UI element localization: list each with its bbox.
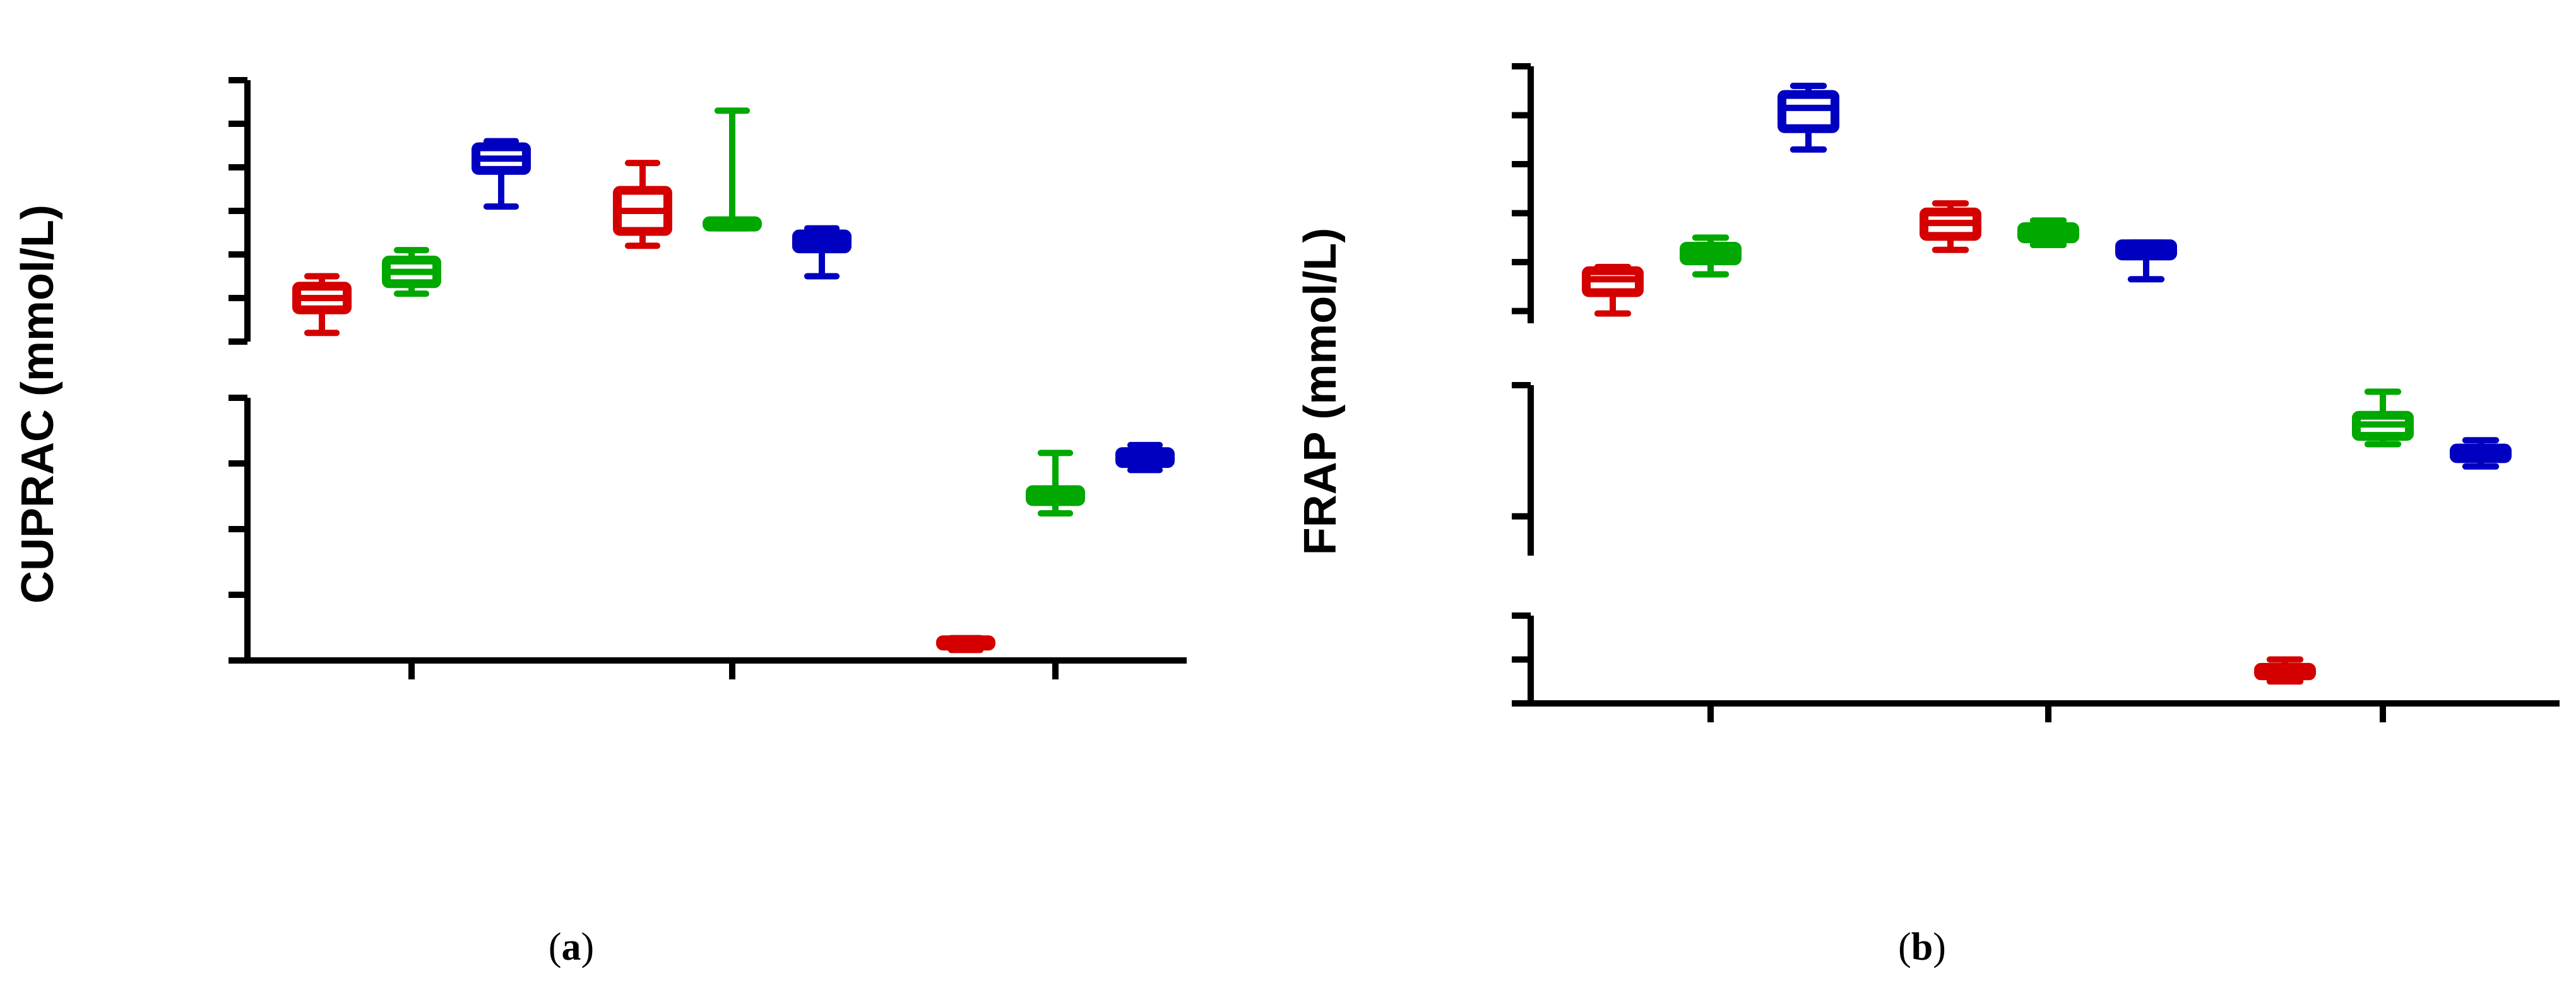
x-axis-b [1528,700,2560,722]
box-a-wb-1 [382,247,441,297]
box-b-plasma-1 [2352,388,2414,448]
box-a-rbcs-0 [613,160,672,249]
box-b-plasma-0 [2254,656,2316,685]
caption-b: (b) [1898,926,1946,969]
box-a-plasma-2 [1115,441,1175,474]
box-b-wb-2-body-inner [1786,98,1831,124]
upper-y-axis-a [229,77,251,345]
lower-y-axis-b [1512,612,1534,707]
box-b-wb-2 [1778,83,1839,153]
box-b-plasma-2 [2450,437,2512,470]
y-axis-label-b: FRAP (mmol/L) [1295,228,1346,556]
upper-y-axis-b [1512,63,1534,323]
box-b-wb-1 [1680,234,1742,278]
box-a-rbcs-2-body [792,229,852,254]
lower-y-axis-a [229,395,251,664]
box-b-plasma-2-body [2450,443,2512,463]
boxes-a [292,107,1175,654]
box-a-plasma-1 [1026,450,1085,517]
middle-y-axis-b [1512,382,1534,556]
box-a-rbcs-2 [792,225,852,280]
box-a-plasma-2-body [1115,447,1175,469]
box-b-rbcs-2 [2115,239,2177,283]
box-b-rbcs-1 [2017,217,2079,248]
box-b-wb-1-body [1680,241,1742,266]
box-b-rbcs-0 [1920,200,1981,253]
y-axis-label-a: CUPRAC (mmol/L) [13,205,63,604]
box-a-plasma-1-body [1026,485,1085,506]
box-b-rbcs-2-body [2115,239,2177,261]
box-a-wb-0 [292,273,352,337]
box-b-wb-0 [1582,263,1644,317]
panel-a: CUPRAC (mmol/L) (a) [13,77,1187,969]
box-a-plasma-0-body [936,635,995,651]
boxes-b [1582,83,2512,685]
caption-a: (a) [549,926,594,969]
box-b-rbcs-1-body [2017,222,2079,244]
box-a-rbcs-1 [703,107,762,232]
box-b-plasma-0-body [2254,662,2316,681]
box-a-rbcs-1-body [703,216,762,232]
box-a-plasma-0 [936,635,995,654]
x-axis-a [244,657,1187,679]
panel-b: FRAP (mmol/L) (b) [1295,63,2560,969]
box-a-wb-2 [472,138,531,210]
